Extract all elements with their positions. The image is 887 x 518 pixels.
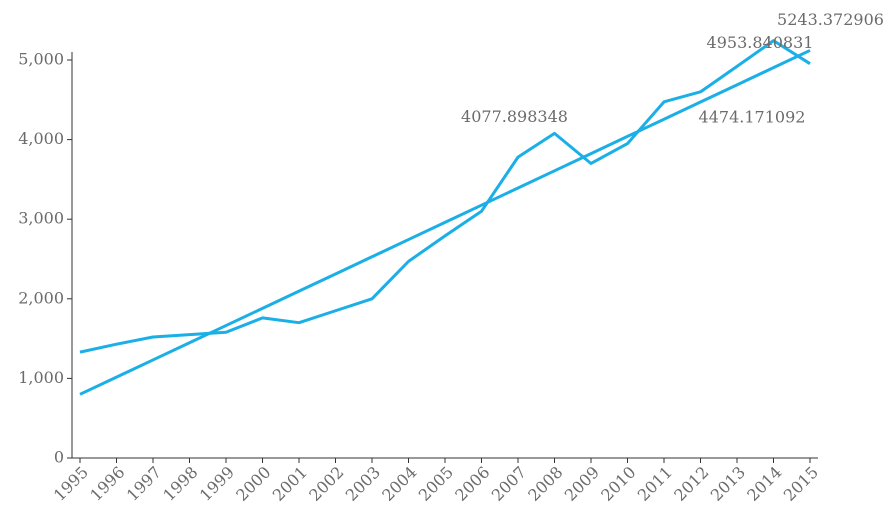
annotation: 4077.898348 bbox=[461, 107, 568, 126]
x-tick-label: 2003 bbox=[342, 463, 384, 505]
x-tick-label: 1998 bbox=[159, 463, 201, 505]
x-tick-label: 1997 bbox=[123, 463, 165, 505]
x-tick-label: 2013 bbox=[707, 463, 749, 505]
data-line bbox=[79, 49, 811, 396]
y-tick-label: 5,000 bbox=[18, 50, 64, 69]
annotation: 4953.840831 bbox=[707, 33, 814, 52]
x-tick-label: 1995 bbox=[50, 463, 92, 505]
x-tick-label: 2014 bbox=[743, 463, 785, 505]
x-tick-label: 2012 bbox=[670, 463, 712, 505]
y-tick-label: 1,000 bbox=[18, 368, 64, 387]
x-tick-label: 2006 bbox=[451, 463, 493, 505]
y-tick-label: 0 bbox=[54, 448, 64, 467]
x-tick-label: 2001 bbox=[269, 463, 311, 505]
x-tick-label: 2015 bbox=[780, 463, 822, 505]
y-tick-label: 4,000 bbox=[18, 129, 64, 148]
x-tick-label: 2010 bbox=[597, 463, 639, 505]
x-tick-label: 1996 bbox=[86, 463, 128, 505]
x-tick-label: 2007 bbox=[488, 463, 530, 505]
y-tick-label: 3,000 bbox=[18, 209, 64, 228]
x-tick-label: 2002 bbox=[305, 463, 347, 505]
annotation: 4474.171092 bbox=[699, 107, 806, 126]
x-tick-label: 1999 bbox=[196, 463, 238, 505]
x-tick-label: 2000 bbox=[232, 463, 274, 505]
x-tick-label: 2004 bbox=[378, 463, 420, 505]
x-tick-label: 2005 bbox=[415, 463, 457, 505]
x-tick-label: 2011 bbox=[634, 463, 676, 505]
y-tick-label: 2,000 bbox=[18, 288, 64, 307]
x-tick-label: 2008 bbox=[524, 463, 566, 505]
data-line bbox=[79, 39, 811, 354]
x-tick-label: 2009 bbox=[561, 463, 603, 505]
annotation: 5243.372906 bbox=[777, 10, 884, 29]
